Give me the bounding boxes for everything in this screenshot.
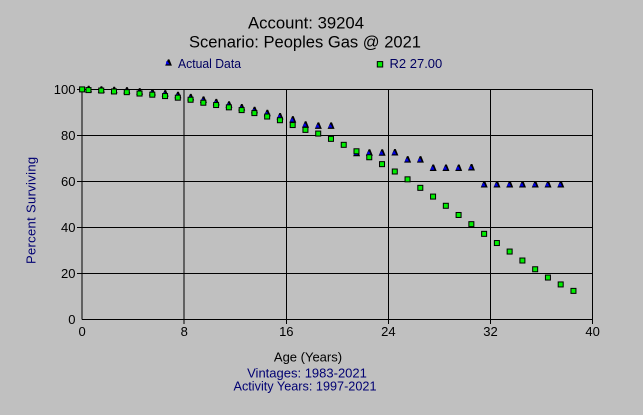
svg-text:Scenario: Peoples Gas @ 2021: Scenario: Peoples Gas @ 2021 [189,33,421,52]
svg-text:8: 8 [181,324,188,339]
svg-text:20: 20 [61,266,75,281]
svg-text:24: 24 [381,324,395,339]
svg-text:40: 40 [61,220,75,235]
svg-text:R2 27.00: R2 27.00 [390,56,443,71]
svg-text:0: 0 [78,324,85,339]
svg-text:40: 40 [585,324,599,339]
svg-text:60: 60 [61,174,75,189]
svg-text:80: 80 [61,128,75,143]
svg-text:Actual Data: Actual Data [178,56,242,71]
svg-text:32: 32 [483,324,497,339]
svg-text:0: 0 [68,312,75,327]
svg-text:Age (Years): Age (Years) [274,349,342,364]
svg-text:Percent Surviving: Percent Surviving [24,157,39,264]
svg-text:16: 16 [279,324,293,339]
svg-text:Vintages: 1983-2021: Vintages: 1983-2021 [247,366,367,381]
svg-text:Activity Years: 1997-2021: Activity Years: 1997-2021 [234,378,377,393]
svg-text:Account: 39204: Account: 39204 [248,14,364,33]
svg-text:100: 100 [54,82,76,97]
